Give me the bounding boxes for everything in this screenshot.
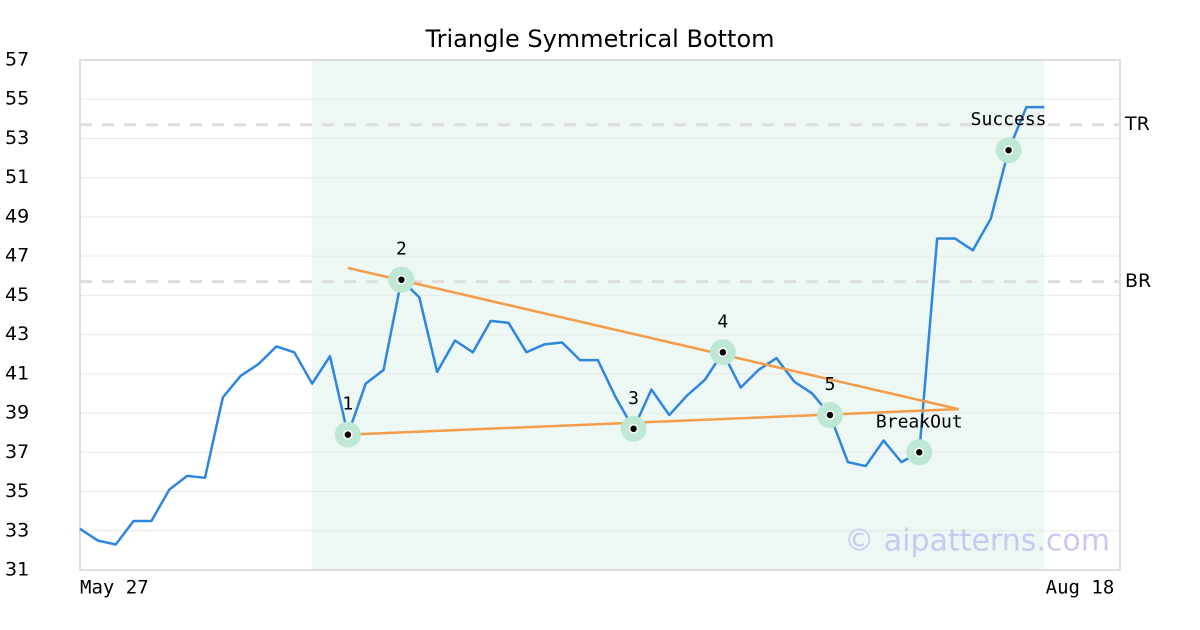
y-tick-label: 47 xyxy=(5,245,29,267)
y-tick-label: 45 xyxy=(5,284,29,306)
level-label: BR xyxy=(1125,270,1151,292)
pattern-label: Success xyxy=(971,109,1047,130)
pattern-label: BreakOut xyxy=(876,411,963,432)
price-line xyxy=(79,105,1045,546)
y-tick-label: 43 xyxy=(5,323,29,345)
y-tick-label: 57 xyxy=(5,49,29,71)
y-tick-label: 53 xyxy=(5,127,29,149)
pattern-label: 5 xyxy=(825,374,836,395)
x-tick-label: Aug 18 xyxy=(1046,577,1115,599)
y-tick-label: 51 xyxy=(5,166,29,188)
pattern-point xyxy=(718,347,728,358)
pattern-point xyxy=(914,447,925,458)
pattern-point xyxy=(628,424,639,434)
watermark: © aipatterns.com xyxy=(844,524,1110,559)
chart-title: Triangle Symmetrical Bottom xyxy=(424,25,774,53)
highlight-region xyxy=(312,60,1045,570)
level-label: TR xyxy=(1124,113,1150,135)
x-tick-label: May 27 xyxy=(80,577,149,599)
pattern-point xyxy=(1003,145,1014,155)
pattern-point xyxy=(396,274,407,285)
y-tick-label: 37 xyxy=(5,441,29,463)
y-tick-label: 33 xyxy=(5,519,29,541)
plot-frame xyxy=(79,59,1121,571)
trend-line xyxy=(347,407,959,436)
trend-line xyxy=(347,266,959,411)
pattern-label: 3 xyxy=(628,388,639,409)
y-tick-label: 39 xyxy=(5,402,29,424)
pattern-label: 2 xyxy=(396,239,407,260)
pattern-label: 1 xyxy=(342,394,353,415)
pattern-label: 4 xyxy=(717,311,728,332)
y-tick-label: 49 xyxy=(5,205,29,227)
y-tick-label: 41 xyxy=(5,362,29,384)
pattern-point xyxy=(825,410,835,420)
pattern-point xyxy=(343,429,353,440)
y-tick-label: 55 xyxy=(5,88,29,110)
y-tick-label: 35 xyxy=(5,480,29,502)
y-tick-label: 31 xyxy=(5,559,29,581)
